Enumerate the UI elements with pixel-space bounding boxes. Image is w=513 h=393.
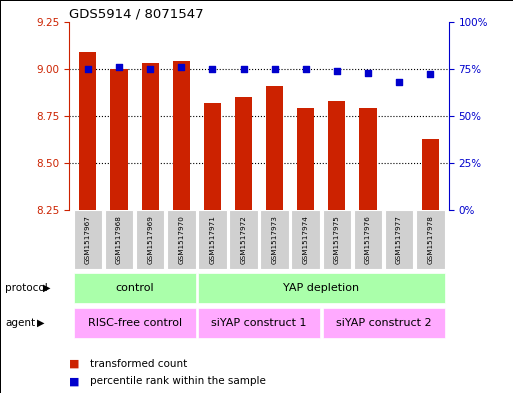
Bar	[198, 308, 320, 338]
Text: GSM1517969: GSM1517969	[147, 215, 153, 264]
Point	[302, 66, 310, 72]
Point	[146, 66, 154, 72]
Text: ■: ■	[69, 376, 80, 386]
Point	[395, 79, 403, 85]
Point	[240, 66, 248, 72]
Bar	[73, 273, 195, 303]
Bar	[167, 210, 195, 269]
Text: GSM1517967: GSM1517967	[85, 215, 91, 264]
Point	[333, 68, 341, 74]
Bar	[80, 52, 96, 210]
Text: GSM1517974: GSM1517974	[303, 215, 309, 264]
Bar	[323, 308, 445, 338]
Bar	[198, 273, 445, 303]
Bar	[204, 103, 221, 210]
Bar	[260, 210, 289, 269]
Point	[426, 71, 435, 77]
Bar	[73, 210, 102, 269]
Bar	[136, 210, 165, 269]
Point	[84, 66, 92, 72]
Bar	[110, 69, 128, 210]
Text: percentile rank within the sample: percentile rank within the sample	[90, 376, 266, 386]
Point	[115, 64, 123, 70]
Bar	[422, 139, 439, 210]
Bar	[142, 63, 159, 210]
Point	[364, 70, 372, 76]
Text: GSM1517977: GSM1517977	[396, 215, 402, 264]
Text: RISC-free control: RISC-free control	[88, 318, 182, 328]
Bar	[416, 210, 445, 269]
Text: GSM1517978: GSM1517978	[427, 215, 433, 264]
Text: GSM1517975: GSM1517975	[334, 215, 340, 264]
Text: siYAP construct 2: siYAP construct 2	[336, 318, 431, 328]
Bar	[353, 210, 382, 269]
Text: ▶: ▶	[43, 283, 50, 293]
Text: GSM1517973: GSM1517973	[271, 215, 278, 264]
Text: protocol: protocol	[5, 283, 48, 293]
Bar	[173, 61, 190, 210]
Text: GSM1517976: GSM1517976	[365, 215, 371, 264]
Text: agent: agent	[5, 318, 35, 328]
Text: GSM1517968: GSM1517968	[116, 215, 122, 264]
Text: control: control	[115, 283, 154, 293]
Bar	[360, 108, 377, 210]
Bar	[73, 308, 195, 338]
Bar	[235, 97, 252, 210]
Text: transformed count: transformed count	[90, 358, 187, 369]
Text: ■: ■	[69, 358, 80, 369]
Bar	[390, 210, 408, 216]
Text: YAP depletion: YAP depletion	[283, 283, 360, 293]
Point	[208, 66, 216, 72]
Bar	[385, 210, 413, 269]
Text: GSM1517972: GSM1517972	[241, 215, 247, 264]
Text: siYAP construct 1: siYAP construct 1	[211, 318, 307, 328]
Bar	[323, 210, 351, 269]
Text: GSM1517971: GSM1517971	[209, 215, 215, 264]
Bar	[291, 210, 320, 269]
Text: GDS5914 / 8071547: GDS5914 / 8071547	[69, 7, 204, 20]
Text: ▶: ▶	[37, 318, 45, 328]
Bar	[229, 210, 258, 269]
Text: GSM1517970: GSM1517970	[179, 215, 184, 264]
Bar	[297, 108, 314, 210]
Bar	[198, 210, 227, 269]
Bar	[105, 210, 133, 269]
Point	[177, 64, 185, 70]
Bar	[266, 86, 283, 210]
Point	[270, 66, 279, 72]
Bar	[328, 101, 345, 210]
